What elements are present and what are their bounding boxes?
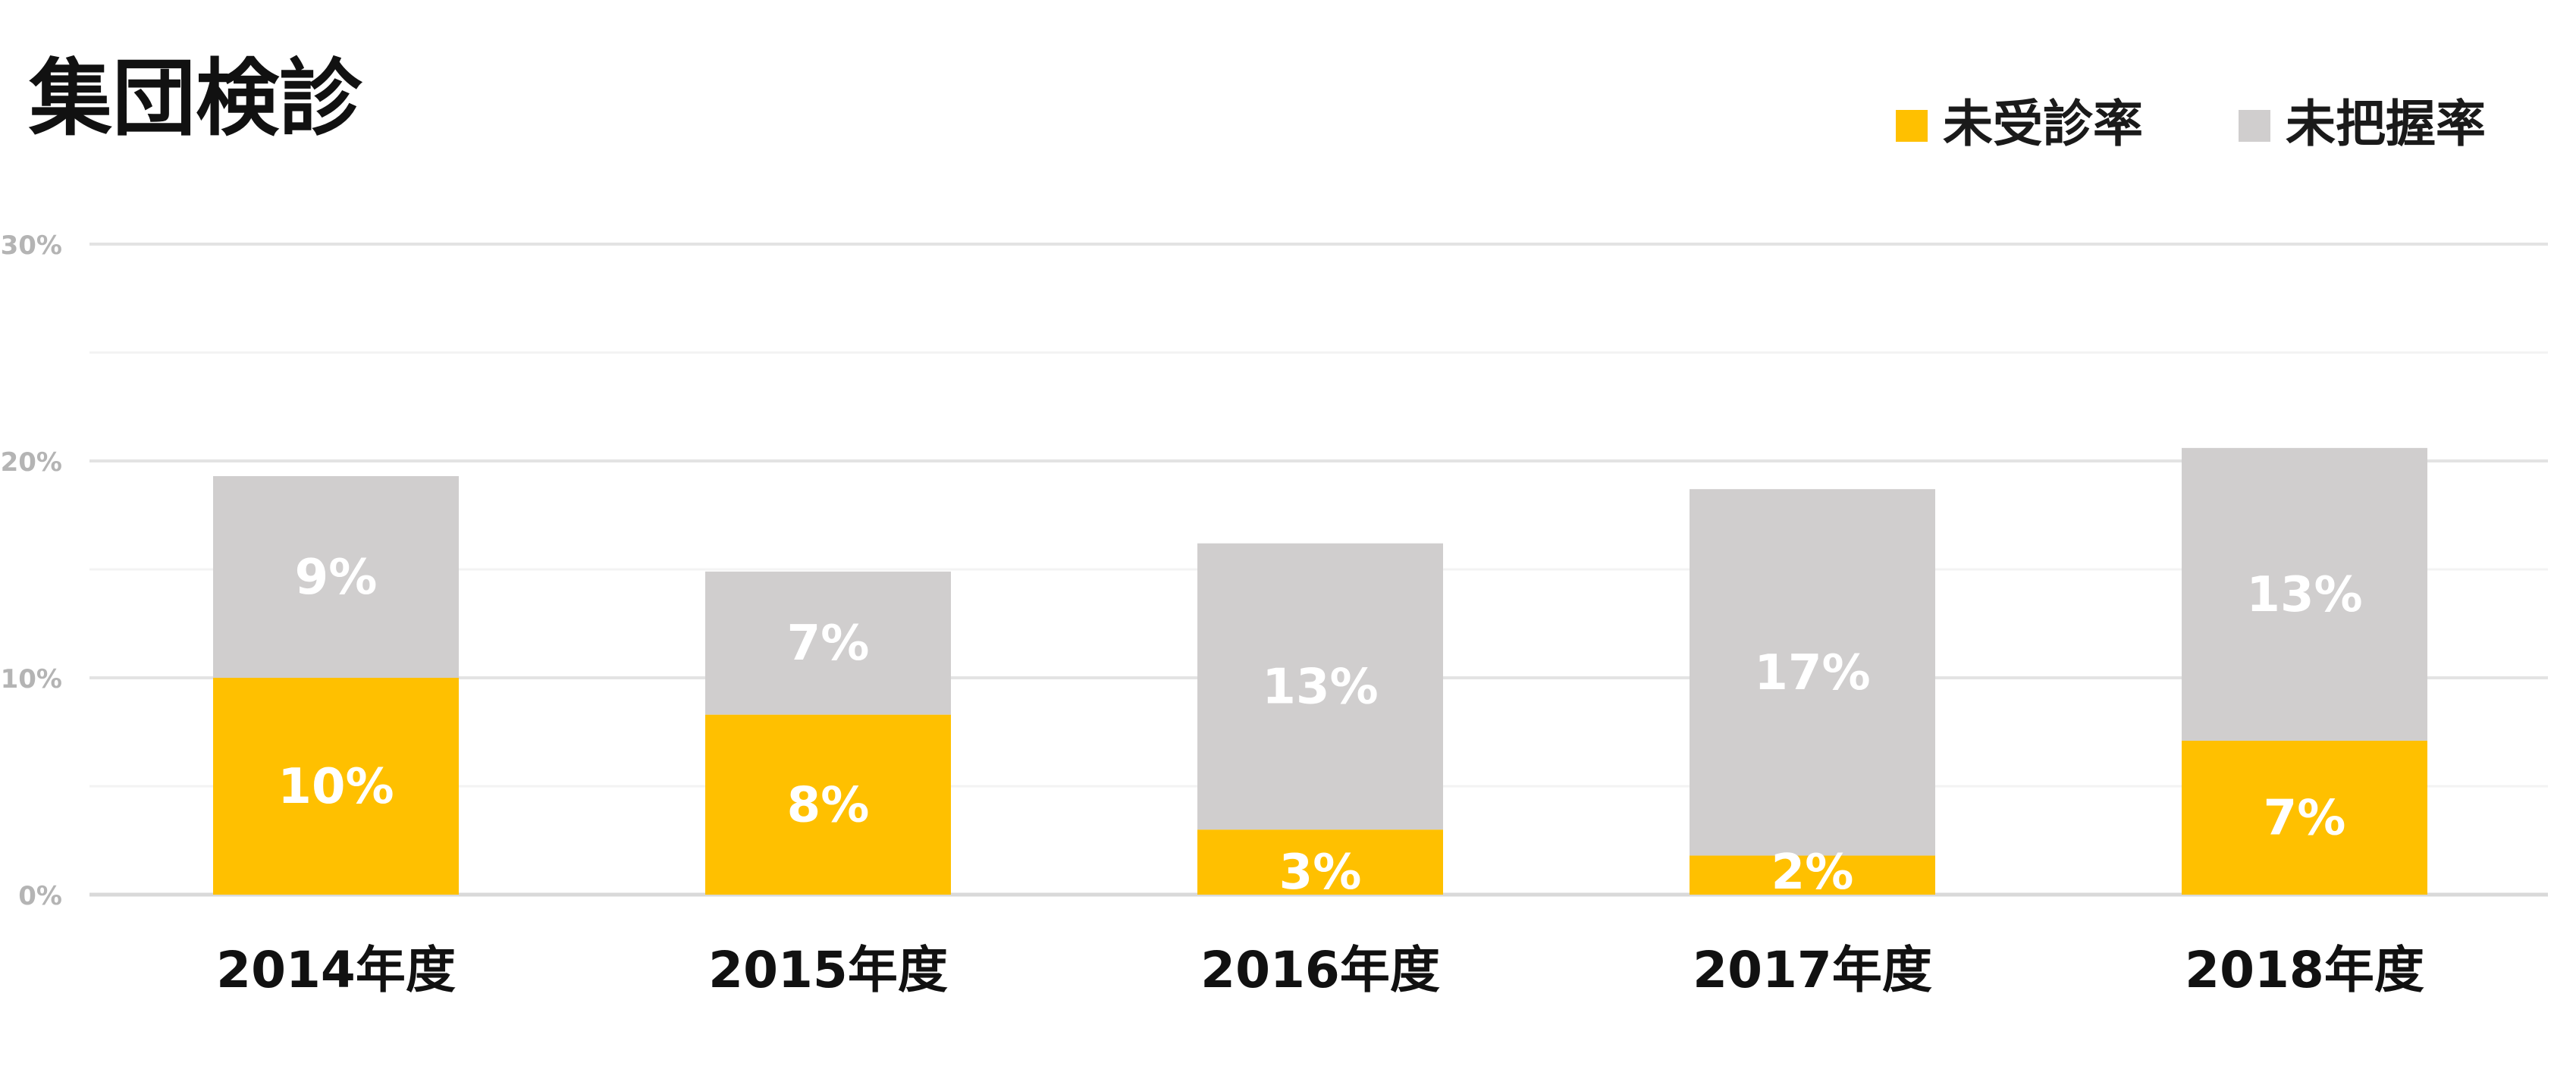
bar-segment-unknown xyxy=(1690,489,1935,856)
x-tick-label: 2017年度 xyxy=(1693,941,1932,999)
bar-segment-unknown xyxy=(2182,447,2427,741)
legend-label-unknown: 未把握率 xyxy=(2286,95,2486,153)
chart-title: 集団検診 xyxy=(28,50,363,147)
y-tick-label: 30% xyxy=(1,230,62,261)
y-tick-label: 10% xyxy=(1,664,62,694)
bar-segment-unknown xyxy=(705,571,951,715)
bar-segment-unexamined xyxy=(2182,740,2427,895)
bar-segment-unknown xyxy=(213,476,459,678)
data-label: 13% xyxy=(1262,659,1378,715)
data-label: 3% xyxy=(1279,845,1362,901)
bar-segment-unknown xyxy=(1197,543,1443,830)
data-label: 9% xyxy=(295,550,378,606)
y-axis: 0% 10% 20% 30% xyxy=(1,230,62,911)
legend-swatch-unexamined xyxy=(1896,110,1928,142)
y-tick-label: 20% xyxy=(1,447,62,478)
bar-segment-unexamined xyxy=(705,714,951,895)
legend-label-unexamined: 未受診率 xyxy=(1943,95,2143,153)
legend: 未受診率 未把握率 xyxy=(1896,95,2486,153)
x-tick-label: 2016年度 xyxy=(1200,941,1440,999)
bar-segment-unexamined xyxy=(1690,855,1935,895)
x-tick-label: 2018年度 xyxy=(2185,941,2424,999)
legend-swatch-unknown xyxy=(2239,110,2270,142)
y-tick-label: 0% xyxy=(18,881,62,911)
data-label: 7% xyxy=(787,616,870,672)
x-tick-label: 2014年度 xyxy=(216,941,456,999)
data-label: 13% xyxy=(2246,567,2362,623)
bars: 10% 9% 8% 7% 3% 13% 2% 17% 7% 13% xyxy=(213,447,2427,901)
bar-segment-unexamined xyxy=(213,678,459,895)
x-axis: 2014年度 2015年度 2016年度 2017年度 2018年度 xyxy=(216,941,2424,999)
data-label: 10% xyxy=(278,759,394,815)
data-label: 2% xyxy=(1771,845,1854,901)
data-label: 17% xyxy=(1754,645,1870,701)
bar-segment-unexamined xyxy=(1197,829,1443,895)
x-tick-label: 2015年度 xyxy=(708,941,948,999)
data-label: 8% xyxy=(787,777,870,833)
data-label: 7% xyxy=(2264,790,2346,846)
